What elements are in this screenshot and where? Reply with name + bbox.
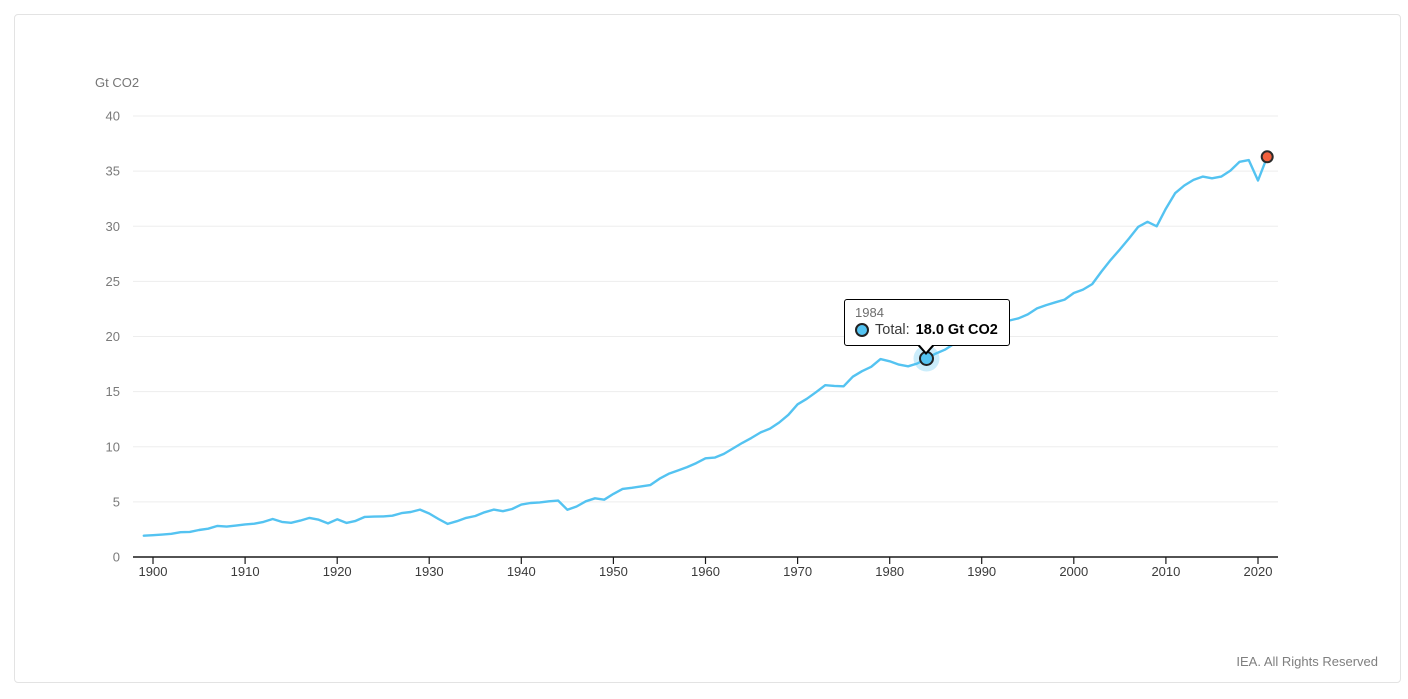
x-tick-label: 2010: [1151, 564, 1180, 579]
x-tick-label: 1940: [507, 564, 536, 579]
y-tick-label: 0: [113, 550, 120, 565]
x-tick-label: 1960: [691, 564, 720, 579]
x-tick-label: 1910: [231, 564, 260, 579]
x-tick-label: 1900: [139, 564, 168, 579]
copyright-text: IEA. All Rights Reserved: [1236, 654, 1378, 669]
tooltip-row: Total: 18.0 Gt CO2: [855, 322, 998, 338]
x-tick-label: 1920: [323, 564, 352, 579]
y-tick-label: 25: [106, 274, 120, 289]
tooltip-series-label: Total:: [875, 322, 910, 338]
y-tick-label: 20: [106, 329, 120, 344]
y-tick-label: 5: [113, 494, 120, 509]
y-tick-label: 10: [106, 439, 120, 454]
tooltip-year: 1984: [855, 305, 884, 320]
x-tick-label: 1980: [875, 564, 904, 579]
tooltip-value: 18.0 Gt CO2: [915, 322, 998, 338]
y-axis-title: Gt CO2: [95, 75, 140, 90]
endpoint-2021[interactable]: [1260, 150, 1274, 164]
y-tick-label: 15: [106, 384, 120, 399]
x-tick-label: 1950: [599, 564, 628, 579]
series-swatch-icon: [855, 323, 869, 337]
x-tick-label: 2020: [1244, 564, 1273, 579]
emissions-line[interactable]: [142, 155, 1269, 537]
tooltip: 1984 Total: 18.0 Gt CO2: [844, 299, 1010, 355]
x-tick-label: 1970: [783, 564, 812, 579]
x-tick-label: 1930: [415, 564, 444, 579]
x-tick-label: 1990: [967, 564, 996, 579]
y-tick-label: 40: [106, 109, 120, 124]
chart-card: [14, 14, 1401, 683]
y-tick-label: 30: [106, 219, 120, 234]
x-tick-label: 2000: [1059, 564, 1088, 579]
y-tick-label: 35: [106, 164, 120, 179]
